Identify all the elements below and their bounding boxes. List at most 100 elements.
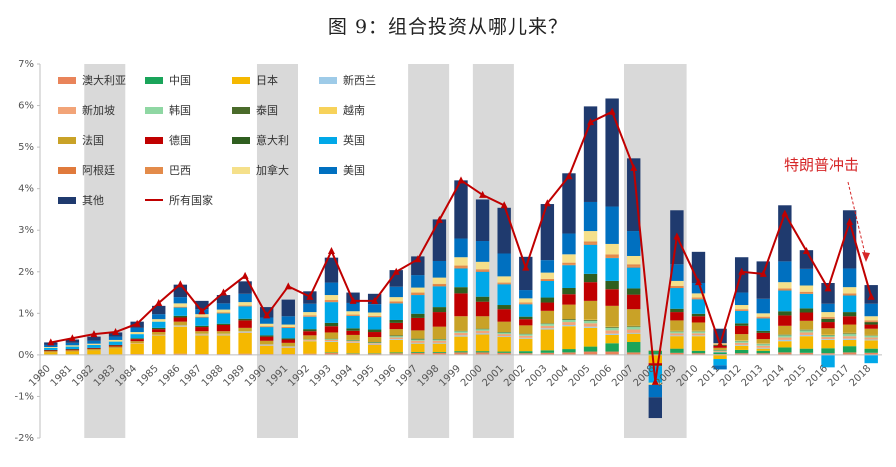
line-marker-2007: [630, 163, 638, 171]
bar-segment-意大利-2013: [756, 330, 770, 333]
bar-segment-越南-2015: [799, 329, 814, 330]
line-marker-1986: [176, 280, 184, 288]
bar-segment-巴西-2003: [540, 278, 555, 281]
bar-segment-其他-1991: [281, 299, 295, 317]
legend-label: 阿根廷: [82, 164, 115, 177]
bar-segment-德国-2016: [821, 322, 835, 329]
line-marker-1987: [198, 307, 206, 315]
bar-segment-巴西-1994: [346, 314, 360, 316]
bar-segment-法国-1996: [389, 329, 403, 336]
bar-segment-加拿大-2006: [605, 243, 619, 255]
bar-segment-英国-2000: [475, 271, 490, 297]
bar-segment-法国-1995: [367, 337, 382, 343]
bar-segment-美国-1981: [65, 342, 80, 346]
bar-segment-新西兰-1999: [454, 335, 468, 337]
bar-segment-意大利-2005: [583, 273, 598, 283]
bar-segment-韩国-2004: [562, 319, 576, 323]
bar-segment-英国-1993: [324, 302, 339, 323]
bar-segment-韩国-2010: [691, 331, 706, 334]
bar-segment-加拿大-1988: [216, 309, 231, 313]
x-tick-label: 2013: [740, 363, 766, 389]
line-marker-1994: [349, 296, 357, 304]
bar-segment-新加坡-2010: [691, 333, 706, 336]
bar-segment-意大利-2015: [799, 308, 814, 313]
legend-item-法国: 法国: [58, 132, 104, 148]
bar-segment-阿根廷-1990: [259, 326, 274, 328]
bar-segment-美国-2008: [648, 384, 663, 398]
bar-segment-阿根廷-1992: [303, 316, 317, 317]
bar-segment-阿根廷-1988: [216, 312, 231, 314]
bar-segment-英国-2018: [864, 354, 878, 364]
bar-segment-阿根廷-1997: [411, 294, 425, 296]
bar-segment-澳大利亚-1992: [303, 353, 317, 355]
bar-segment-法国-1991: [281, 342, 295, 347]
bar-segment-新加坡-2003: [540, 325, 555, 329]
bar-segment-澳大利亚-2005: [583, 351, 598, 355]
bar-segment-新西兰-2006: [605, 333, 619, 335]
line-marker-2016: [824, 284, 832, 292]
bar-segment-加拿大-2015: [799, 285, 814, 292]
bar-segment-意大利-2003: [540, 297, 555, 303]
bar-segment-阿根廷-1998: [432, 285, 447, 287]
x-tick-label: 1981: [49, 363, 75, 389]
y-tick-label: 5%: [18, 142, 34, 153]
line-marker-1992: [306, 292, 314, 300]
legend-swatch: [232, 106, 250, 114]
bar-segment-巴西-2001: [497, 282, 511, 284]
bar-segment-韩国-1996: [389, 336, 403, 338]
bar-segment-德国-1993: [324, 326, 339, 333]
bar-segment-日本-2013: [756, 348, 770, 351]
bar-segment-韩国-2005: [583, 320, 598, 324]
line-marker-1998: [435, 215, 443, 223]
bar-segment-意大利-2000: [475, 296, 490, 302]
bar-segment-澳大利亚-2007: [627, 352, 641, 355]
bar-segment-澳大利亚-2001: [497, 352, 511, 355]
bar-segment-法国-2014: [778, 325, 792, 335]
bar-segment-德国-2017: [842, 316, 857, 325]
bar-segment-新加坡-2007: [627, 329, 641, 333]
bar-segment-意大利-1982: [87, 347, 101, 349]
bar-segment-新加坡-2014: [778, 337, 792, 340]
bar-segment-法国-1981: [65, 350, 80, 352]
legend-swatch: [58, 166, 76, 174]
bar-segment-巴西-1995: [367, 315, 382, 317]
bar-segment-加拿大-1992: [303, 312, 317, 316]
bar-segment-新加坡-1987: [195, 334, 209, 335]
bar-segment-新加坡-1984: [130, 343, 144, 344]
line-marker-2009: [673, 232, 681, 240]
bar-segment-美国-2012: [734, 292, 749, 306]
bar-segment-意大利-1984: [130, 338, 144, 340]
bar-segment-日本-2000: [475, 334, 490, 352]
bar-segment-阿根廷-2006: [605, 257, 619, 259]
bar-segment-其他-1988: [216, 295, 231, 304]
line-marker-2018: [867, 292, 875, 300]
bar-segment-法国-2016: [821, 328, 835, 335]
bar-segment-泰国-2012: [734, 340, 749, 342]
bar-segment-韩国-1988: [216, 333, 231, 335]
bar-segment-英国-1983: [108, 341, 123, 345]
bar-segment-韩国-2015: [799, 330, 814, 333]
bar-segment-韩国-1995: [367, 342, 382, 344]
line-marker-1995: [371, 296, 379, 304]
bar-segment-中国-2000: [475, 351, 490, 353]
bar-segment-法国-1985: [152, 332, 166, 335]
shaded-period-1: [256, 64, 298, 438]
line-marker-2001: [500, 201, 508, 209]
bar-segment-德国-2003: [540, 302, 555, 311]
bar-segment-新加坡-2011: [713, 351, 727, 352]
bar-segment-德国-1980: [44, 350, 58, 352]
bar-segment-英国-1988: [216, 313, 231, 324]
bar-segment-加拿大-1983: [108, 339, 123, 342]
bar-segment-日本-2006: [605, 334, 619, 344]
x-tick-label: 1985: [135, 363, 161, 389]
y-tick-label: 6%: [18, 101, 34, 112]
bar-segment-德国-2018: [864, 324, 878, 329]
bar-segment-中国-2011: [713, 352, 727, 355]
bar-segment-英国-1992: [303, 316, 317, 330]
legend-label: 法国: [82, 134, 104, 147]
bar-segment-法国-2013: [756, 339, 770, 344]
bar-segment-加拿大-1987: [195, 314, 209, 317]
bar-segment-日本-2004: [562, 326, 576, 350]
bar-segment-德国-2006: [605, 289, 619, 306]
bar-segment-澳大利亚-2015: [799, 352, 814, 355]
